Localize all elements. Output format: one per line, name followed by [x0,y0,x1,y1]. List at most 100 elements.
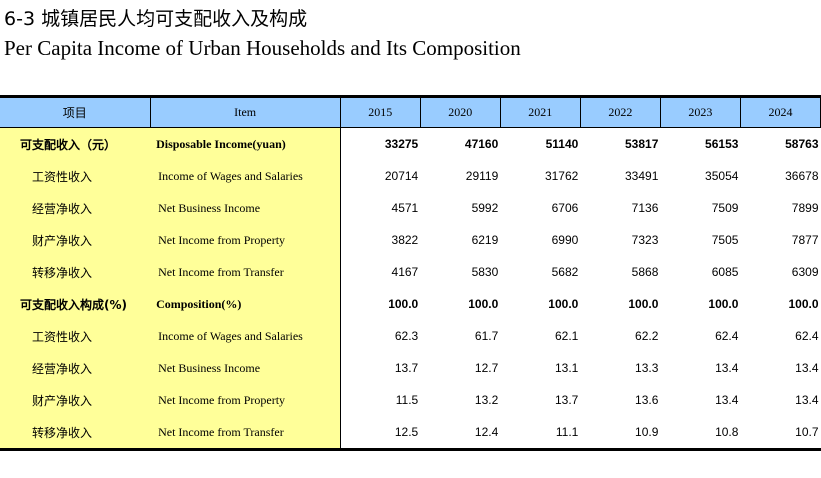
cell-value: 13.7 [554,393,579,407]
header-year: 2015 [340,96,421,128]
header-year: 2022 [580,96,661,128]
header-year: 2021 [500,96,581,128]
cell-value: 13.4 [795,361,819,375]
table-row: 财产净收入 Net Income from Property 11.5 13.2 13.… [0,384,821,416]
cell-value: 13.4 [715,361,739,375]
income-table: 项目 Item 2015 2020 2021 2022 2023 2024 可支配收入（元… [0,95,821,451]
cell-value: 100.0 [628,297,659,311]
cell-value: 4571 [391,201,419,215]
cell-value: 53817 [625,137,659,151]
cell-value: 5868 [631,265,659,279]
cell-value: 12.7 [474,361,499,375]
cell-value: 33491 [625,169,659,183]
row-label-en: Net Income from Property [150,224,341,256]
cell-value: 13.7 [394,361,419,375]
table-row: 转移净收入 Net Income from Transfer 12.5 12.4 11.… [0,416,821,450]
cell-value: 47160 [464,137,499,151]
row-label-cn: 经营净收入 [0,192,151,224]
row-label-en: Net Business Income [150,192,341,224]
cell-value: 62.2 [635,329,659,343]
cell-value: 51140 [545,137,579,151]
row-label-en: Composition(%) [150,288,341,320]
cell-value: 4167 [391,265,419,279]
cell-value: 5830 [471,265,499,279]
header-row: 项目 Item 2015 2020 2021 2022 2023 2024 [0,96,821,128]
cell-value: 62.4 [795,329,819,343]
cell-value: 100.0 [388,297,419,311]
row-label-cn: 经营净收入 [0,352,151,384]
cell-value: 13.4 [715,393,739,407]
row-label-cn: 转移净收入 [0,256,151,288]
header-year: 2023 [660,96,741,128]
cell-value: 3822 [391,233,419,247]
page-title-en: Per Capita Income of Urban Households an… [4,36,521,60]
cell-value: 35054 [705,169,739,183]
header-item-en: Item [150,96,341,128]
cell-value: 10.8 [715,425,739,439]
row-label-en: Income of Wages and Salaries [150,160,341,192]
row-label-cn: 工资性收入 [0,320,151,352]
row-label-cn: 转移净收入 [0,416,151,450]
row-label-en: Net Business Income [150,352,341,384]
page-title-cn: 6-3 城镇居民人均可支配收入及构成 [4,8,308,30]
cell-value: 61.7 [474,329,499,343]
cell-value: 7136 [631,201,659,215]
cell-value: 5682 [551,265,579,279]
table-row: 可支配收入（元） Disposable Income(yuan) 33275 4716… [0,127,821,160]
row-label-en: Net Income from Property [150,384,341,416]
cell-value: 6706 [551,201,579,215]
cell-value: 100.0 [468,297,499,311]
cell-value: 6219 [471,233,499,247]
table-row: 可支配收入构成(%) Composition(%) 100.0 100.0 100.0 1… [0,288,821,320]
table-row: 转移净收入 Net Income from Transfer 4167 5830 568… [0,256,821,288]
cell-value: 10.9 [635,425,659,439]
cell-value: 36678 [785,169,819,183]
cell-value: 6309 [791,265,819,279]
table-row: 工资性收入 Income of Wages and Salaries 20714 29… [0,160,821,192]
cell-value: 7505 [711,233,739,247]
header-item-cn: 项目 [0,96,151,128]
cell-value: 7323 [631,233,659,247]
cell-value: 5992 [471,201,499,215]
row-label-en: Disposable Income(yuan) [150,127,341,160]
row-label-en: Net Income from Transfer [150,416,341,450]
cell-value: 12.4 [474,425,499,439]
cell-value: 13.6 [635,393,659,407]
cell-value: 7509 [711,201,739,215]
cell-value: 100.0 [548,297,579,311]
cell-value: 11.1 [555,425,579,439]
cell-value: 100.0 [708,297,739,311]
cell-value: 13.1 [554,361,579,375]
table-row: 经营净收入 Net Business Income 13.7 12.7 13.1 13.3… [0,352,821,384]
cell-value: 13.4 [795,393,819,407]
table-row: 财产净收入 Net Income from Property 3822 6219 699… [0,224,821,256]
cell-value: 58763 [785,137,819,151]
cell-value: 29119 [465,169,499,183]
cell-value: 6085 [711,265,739,279]
table-row: 经营净收入 Net Business Income 4571 5992 6706 7136… [0,192,821,224]
row-label-cn: 可支配收入构成(%) [0,288,151,320]
cell-value: 7877 [791,233,819,247]
cell-value: 13.2 [474,393,499,407]
table-row: 工资性收入 Income of Wages and Salaries 62.3 61.… [0,320,821,352]
row-label-en: Net Income from Transfer [150,256,341,288]
row-label-cn: 财产净收入 [0,224,151,256]
cell-value: 62.1 [554,329,579,343]
cell-value: 33275 [384,137,419,151]
cell-value: 12.5 [394,425,419,439]
cell-value: 10.7 [795,425,819,439]
row-label-en: Income of Wages and Salaries [150,320,341,352]
row-label-cn: 工资性收入 [0,160,151,192]
cell-value: 11.5 [395,393,419,407]
cell-value: 13.3 [635,361,659,375]
cell-value: 62.3 [394,329,419,343]
cell-value: 20714 [384,169,419,183]
header-year: 2024 [740,96,821,128]
cell-value: 6990 [551,233,579,247]
row-label-cn: 可支配收入（元） [0,127,151,160]
cell-value: 62.4 [715,329,739,343]
row-label-cn: 财产净收入 [0,384,151,416]
header-year: 2020 [420,96,501,128]
cell-value: 100.0 [788,297,819,311]
cell-value: 7899 [791,201,819,215]
